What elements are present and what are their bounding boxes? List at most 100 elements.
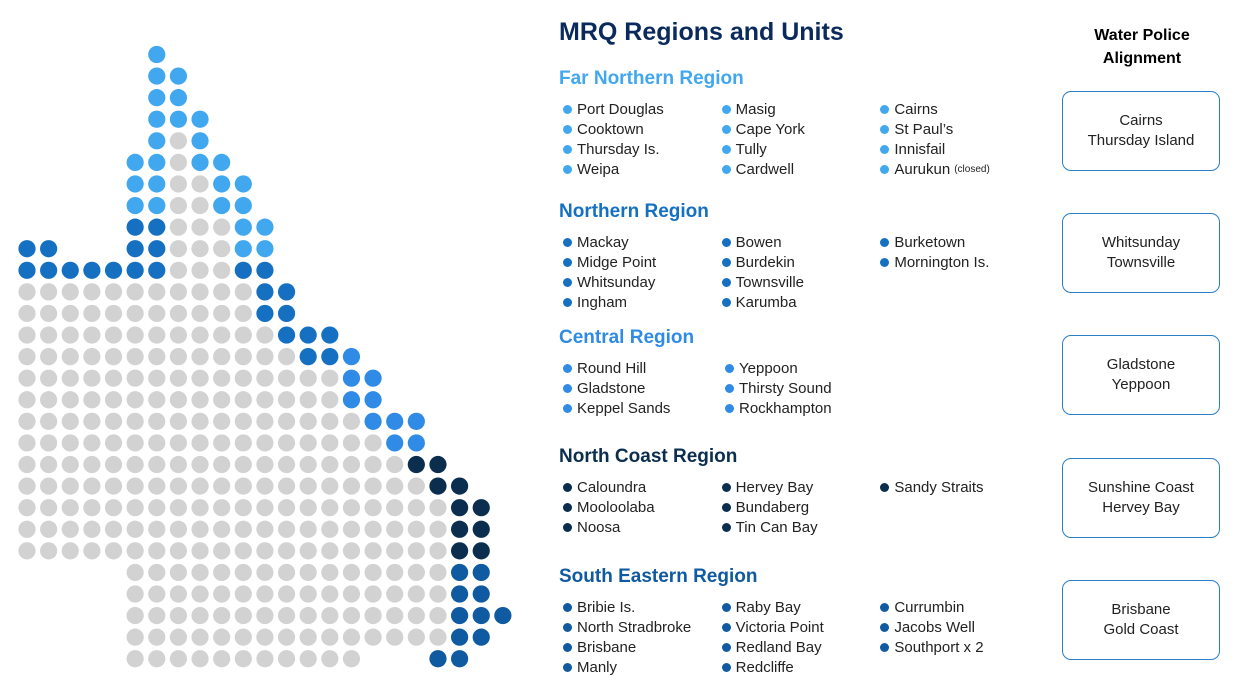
map-dot bbox=[104, 434, 123, 452]
map-dot bbox=[213, 563, 231, 582]
unit-name: Rockhampton bbox=[739, 399, 832, 417]
map-dot bbox=[299, 499, 317, 517]
map-dot bbox=[256, 283, 274, 301]
map-dot bbox=[429, 542, 447, 560]
alignment-line: Yeppoon bbox=[1111, 376, 1171, 393]
map-dot bbox=[364, 563, 382, 582]
map-dot bbox=[191, 283, 209, 301]
map-dot bbox=[429, 499, 447, 517]
region-title: North Coast Region bbox=[559, 446, 738, 467]
map-dot bbox=[104, 369, 123, 387]
alignment-box: Cairns Thursday Island bbox=[1062, 91, 1220, 171]
unit: Bowen bbox=[721, 232, 881, 252]
map-dot bbox=[18, 304, 36, 323]
map-dot bbox=[169, 499, 188, 517]
bullet bbox=[725, 403, 734, 413]
map-dot bbox=[342, 391, 361, 409]
map-dot bbox=[364, 455, 382, 474]
map-dot bbox=[191, 304, 209, 323]
map-dot bbox=[256, 499, 274, 517]
unit: Thirsty Sound bbox=[725, 378, 887, 398]
map-dot bbox=[213, 175, 231, 193]
map-dot bbox=[18, 477, 36, 495]
map-dot bbox=[18, 240, 36, 258]
map-dot bbox=[18, 412, 36, 430]
map-dot bbox=[169, 585, 188, 603]
map-dot bbox=[191, 563, 209, 582]
map-dot bbox=[234, 477, 252, 495]
map-dot bbox=[277, 326, 296, 344]
map-dot bbox=[364, 520, 382, 538]
map-dot bbox=[148, 67, 166, 85]
map-dot bbox=[472, 628, 490, 646]
map-dot bbox=[61, 304, 79, 323]
map-dot bbox=[364, 434, 382, 452]
unit: Round Hill bbox=[563, 358, 725, 378]
map-dot bbox=[299, 650, 317, 668]
map-dot bbox=[321, 348, 339, 366]
map-dot bbox=[83, 455, 101, 474]
map-dot bbox=[169, 240, 188, 258]
map-dot bbox=[256, 304, 274, 323]
unit-column: Round Hill Gladstone Keppel Sands bbox=[563, 358, 725, 418]
map-dot bbox=[126, 196, 144, 215]
unit-name: Bribie Is. bbox=[577, 598, 636, 616]
unit: Bundaberg bbox=[721, 497, 881, 517]
map-dot bbox=[148, 520, 166, 538]
unit-name: Yeppoon bbox=[739, 359, 798, 377]
map-dot bbox=[148, 89, 166, 107]
map-dot bbox=[191, 110, 209, 128]
unit-name: Aurukun bbox=[894, 160, 951, 178]
unit: Tully bbox=[721, 139, 881, 159]
map-dot bbox=[213, 434, 231, 452]
map-dot bbox=[386, 455, 404, 474]
map-dot bbox=[472, 520, 490, 538]
map-dot bbox=[213, 499, 231, 517]
unit-name: Masig bbox=[735, 100, 776, 118]
map-dot bbox=[169, 283, 188, 301]
map-dot bbox=[169, 542, 188, 560]
bullet bbox=[563, 482, 572, 492]
map-dot bbox=[83, 542, 101, 560]
unit: Cooktown bbox=[563, 119, 722, 139]
unit-column: Cairns St Paul’s Innisfail Aurukun (closed) bbox=[880, 99, 1039, 179]
map-dot bbox=[169, 175, 188, 193]
map-dot bbox=[234, 628, 252, 646]
map-dot bbox=[364, 628, 382, 646]
unit: Noosa bbox=[563, 517, 722, 537]
map-dot bbox=[451, 628, 469, 646]
map-dot bbox=[40, 455, 58, 474]
map-dot bbox=[234, 369, 252, 387]
map-dot bbox=[40, 261, 58, 279]
map-dot bbox=[321, 455, 339, 474]
map-dot bbox=[277, 391, 296, 409]
unit: Redland Bay bbox=[721, 637, 881, 657]
map-dot bbox=[256, 606, 274, 625]
map-dot bbox=[148, 369, 166, 387]
unit: Jacobs Well bbox=[880, 617, 1039, 637]
map-dot bbox=[342, 434, 361, 452]
unit-name: Round Hill bbox=[577, 359, 647, 377]
map-dot bbox=[234, 348, 252, 366]
map-dot bbox=[299, 369, 317, 387]
map-dot bbox=[451, 520, 469, 538]
unit-column: Bribie Is. North Stradbroke Brisbane Manly bbox=[563, 597, 722, 677]
map-dot bbox=[451, 542, 469, 560]
map-dot bbox=[191, 132, 209, 150]
map-dot bbox=[191, 606, 209, 625]
unit: Masig bbox=[721, 99, 881, 119]
map-dot bbox=[321, 391, 339, 409]
map-dot bbox=[299, 477, 317, 495]
map-dot bbox=[407, 477, 425, 495]
map-dot bbox=[407, 434, 425, 452]
map-dot bbox=[213, 240, 231, 258]
map-dot bbox=[342, 585, 361, 603]
unit-column: Raby Bay Victoria Point Redland Bay Redclif… bbox=[721, 597, 881, 677]
unit: Innisfail bbox=[880, 139, 1039, 159]
map-dot bbox=[234, 585, 252, 603]
map-dot bbox=[277, 542, 296, 560]
map-dot bbox=[407, 520, 425, 538]
map-dot bbox=[191, 196, 209, 215]
map-dot bbox=[191, 520, 209, 538]
map-dot bbox=[234, 283, 252, 301]
